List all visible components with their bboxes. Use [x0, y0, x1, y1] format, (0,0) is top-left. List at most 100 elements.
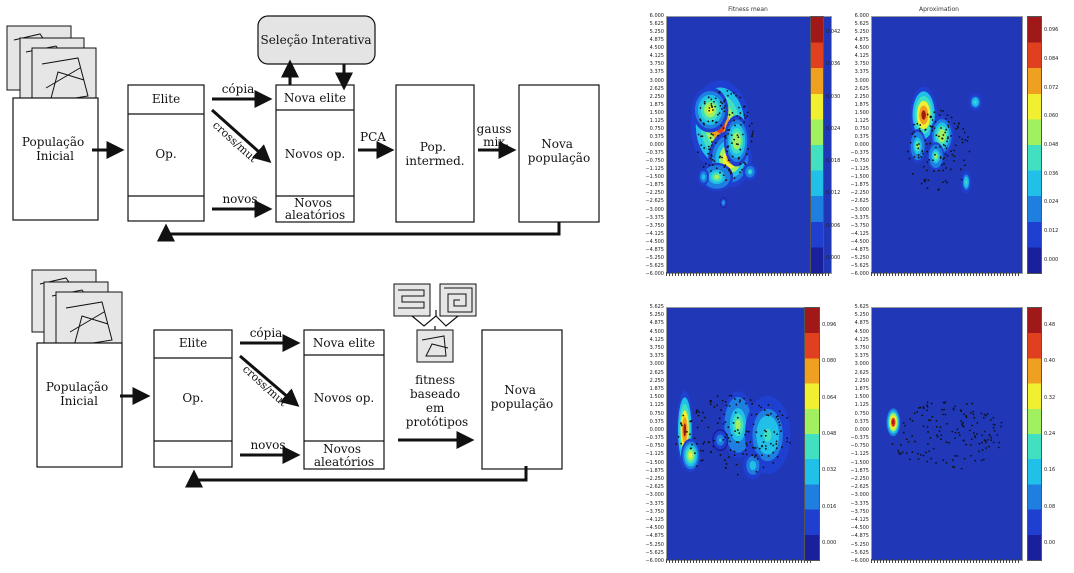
- sample-point: [1000, 425, 1003, 428]
- sample-point: [946, 137, 949, 140]
- sample-point: [746, 115, 749, 118]
- sample-point: [954, 455, 957, 457]
- sample-point: [728, 113, 731, 116]
- sample-point: [697, 414, 700, 417]
- y-tick-label: −3.375: [850, 214, 869, 221]
- colorbar-tick-label: 0.060: [1044, 113, 1059, 120]
- sample-point: [720, 108, 723, 110]
- elite-op-box-bottom: [153, 329, 233, 468]
- sample-point: [721, 156, 723, 159]
- sample-point: [690, 419, 693, 422]
- sample-point: [743, 105, 745, 108]
- y-tick-label: −3.000: [850, 206, 869, 213]
- sample-point: [724, 466, 727, 469]
- nova-populacao-box: [518, 84, 600, 223]
- y-tick-label: 5.625: [854, 21, 869, 28]
- colorbar-tick-label: 0.40: [1044, 358, 1056, 365]
- sample-point: [704, 162, 707, 165]
- sample-point: [734, 398, 736, 400]
- sample-point: [758, 404, 760, 407]
- sample-point: [775, 440, 778, 443]
- sample-point: [749, 399, 752, 401]
- y-tick-label: 2.625: [854, 85, 869, 92]
- sample-point: [744, 163, 747, 166]
- sample-point: [996, 434, 999, 436]
- sample-point: [909, 418, 912, 420]
- sample-point: [942, 134, 945, 136]
- sample-point: [964, 164, 966, 167]
- pca-label: PCA: [360, 130, 386, 144]
- y-tick-label: 3.375: [854, 353, 869, 360]
- novos-label-bottom: novos: [250, 438, 285, 452]
- sample-point: [764, 434, 767, 437]
- sample-point: [753, 456, 756, 459]
- sample-point: [914, 135, 916, 138]
- sample-point: [928, 158, 931, 161]
- sample-point: [701, 459, 704, 462]
- heatmap-bottom-right: 5.625 5.250 4.875 4.500 4.125 3.750 3.375 3.000…: [827, 303, 1063, 569]
- sample-point: [946, 154, 949, 157]
- sample-point: [701, 135, 704, 138]
- sample-point: [739, 117, 742, 120]
- sample-point: [731, 155, 734, 158]
- sample-point: [932, 447, 935, 450]
- sample-point: [775, 443, 778, 445]
- sample-point: [739, 162, 742, 165]
- sample-point: [728, 128, 731, 131]
- sample-point: [926, 460, 929, 463]
- sample-point: [746, 430, 748, 433]
- sample-point: [922, 454, 925, 457]
- sample-point: [942, 169, 945, 172]
- sample-point: [763, 409, 766, 411]
- sample-point: [698, 411, 701, 413]
- y-tick-label: 0.375: [854, 418, 869, 425]
- sample-point: [739, 112, 742, 114]
- sample-point: [751, 454, 754, 456]
- sample-point: [945, 147, 948, 150]
- sample-point: [735, 403, 738, 406]
- colorbar-tick-label: 0.000: [826, 254, 841, 261]
- colorbar-tick-label: 0.096: [1044, 27, 1059, 34]
- sample-point: [775, 416, 778, 418]
- feedback-loop-bottom: [185, 466, 528, 488]
- y-tick-label: 1.500: [854, 109, 869, 116]
- sample-point: [748, 125, 751, 127]
- sample-point: [924, 139, 927, 142]
- sample-point: [973, 416, 976, 419]
- sample-point: [710, 104, 713, 107]
- sample-point: [963, 413, 965, 416]
- sample-point: [939, 146, 941, 148]
- sample-point: [929, 142, 932, 145]
- sample-point: [716, 422, 719, 425]
- sample-point: [730, 434, 733, 437]
- y-tick-label: 1.500: [649, 109, 664, 116]
- y-tick-label: 4.875: [649, 320, 664, 327]
- sample-point: [983, 430, 986, 433]
- sample-point: [690, 447, 692, 450]
- sample-point: [990, 439, 993, 441]
- y-tick-label: −1.500: [850, 459, 869, 466]
- sample-point: [751, 403, 754, 405]
- colorbar-tick-label: 0.08: [1044, 503, 1056, 510]
- sample-point: [765, 430, 767, 433]
- sample-point: [969, 411, 972, 414]
- sample-point: [934, 121, 937, 123]
- sample-point: [965, 403, 968, 406]
- sample-point: [946, 114, 949, 117]
- sample-point: [775, 447, 778, 450]
- density-blob: [702, 175, 705, 179]
- y-tick-label: 2.250: [854, 377, 869, 384]
- sample-point: [710, 133, 713, 135]
- sample-point: [992, 441, 995, 444]
- y-tick-label: −0.750: [850, 443, 869, 450]
- sample-point: [933, 127, 936, 130]
- sample-point: [722, 423, 725, 425]
- sample-point: [760, 406, 763, 409]
- y-tick-label: 2.250: [649, 377, 664, 384]
- sample-point: [908, 458, 911, 461]
- sample-point: [729, 171, 732, 174]
- sample-point: [926, 161, 929, 164]
- sample-point: [947, 136, 949, 139]
- sample-point: [719, 101, 722, 103]
- sample-point: [958, 434, 961, 437]
